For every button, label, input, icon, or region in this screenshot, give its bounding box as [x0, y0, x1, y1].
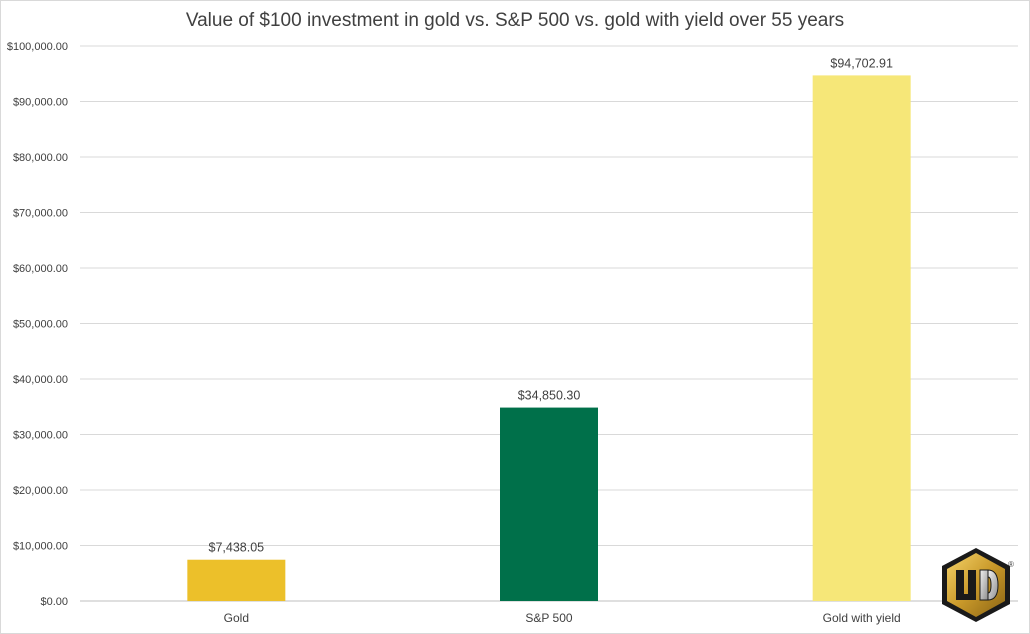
x-tick-label: S&P 500 — [525, 611, 572, 625]
bar — [187, 559, 286, 601]
y-tick-label: $10,000.00 — [13, 541, 68, 553]
data-label: $34,850.30 — [518, 389, 581, 403]
x-tick-label: Gold with yield — [823, 611, 901, 625]
bar — [812, 75, 911, 601]
y-tick-label: $80,000.00 — [13, 152, 68, 164]
chart-title: Value of $100 investment in gold vs. S&P… — [185, 10, 845, 31]
y-tick-label: $30,000.00 — [13, 430, 68, 442]
data-label: $7,438.05 — [209, 541, 265, 555]
y-tick-label: $60,000.00 — [13, 263, 68, 275]
bar — [500, 407, 598, 601]
y-tick-label: $20,000.00 — [13, 485, 68, 497]
y-tick-label: $70,000.00 — [13, 208, 68, 220]
y-tick-label: $0.00 — [40, 596, 68, 608]
y-tick-label: $40,000.00 — [13, 374, 68, 386]
y-tick-label: $90,000.00 — [13, 97, 68, 109]
ud-logo-icon — [942, 548, 1010, 622]
y-tick-label: $100,000.00 — [7, 41, 68, 53]
y-tick-label: $50,000.00 — [13, 319, 68, 331]
x-tick-label: Gold — [224, 611, 249, 625]
registered-mark: ® — [1008, 560, 1014, 569]
data-label: $94,702.91 — [830, 56, 893, 70]
